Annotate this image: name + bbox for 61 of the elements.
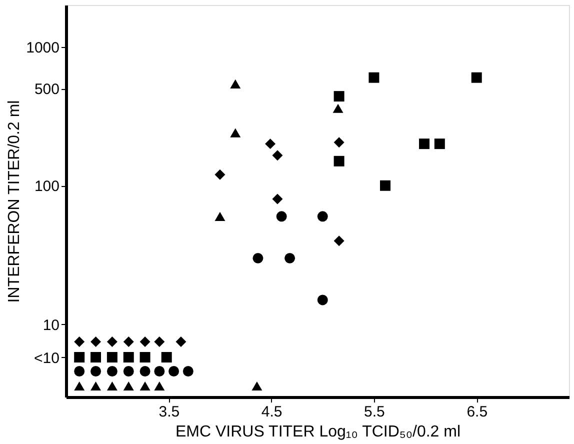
point: [272, 150, 283, 161]
y-axis-title: INTERFERON TITER/0.2 ml: [6, 100, 24, 303]
x-tick-label: 4.5: [261, 404, 282, 420]
point: [90, 381, 102, 391]
point: [140, 381, 150, 391]
point: [334, 236, 344, 246]
point: [161, 352, 172, 362]
point: [123, 366, 134, 376]
point: [334, 137, 344, 148]
point: [434, 138, 445, 150]
point: [214, 212, 226, 221]
point: [90, 336, 102, 348]
point: [74, 366, 85, 376]
y-tick-label: 1000: [26, 39, 60, 56]
x-axis-title: EMC VIRUS TITER Log₁₀ TCID₅₀/0.2 ml: [175, 424, 461, 440]
point: [182, 366, 194, 376]
point: [252, 252, 264, 264]
point: [140, 336, 150, 348]
point: [471, 72, 482, 83]
x-tick-label: 5.5: [364, 404, 385, 420]
y-tick-label: <10: [34, 350, 60, 367]
point: [368, 72, 380, 83]
y-tick-label: 500: [34, 81, 60, 98]
point: [332, 104, 344, 113]
point: [284, 252, 296, 264]
point: [123, 352, 134, 362]
point: [90, 366, 102, 376]
point: [74, 352, 85, 362]
point: [106, 366, 118, 376]
point: [317, 211, 328, 222]
point: [90, 352, 102, 362]
point: [230, 128, 241, 138]
point: [106, 352, 118, 362]
point: [214, 169, 226, 180]
x-tick-label: 6.5: [466, 404, 488, 420]
point: [154, 366, 165, 376]
point: [154, 381, 165, 391]
point: [265, 138, 276, 150]
point: [123, 381, 134, 391]
point: [74, 381, 85, 391]
point: [176, 336, 186, 348]
point: [252, 381, 262, 391]
y-tick-label: 10: [42, 316, 60, 334]
point: [419, 138, 430, 150]
point: [123, 336, 134, 348]
point: [334, 156, 344, 166]
point: [140, 366, 150, 376]
point: [230, 79, 241, 88]
point: [272, 194, 283, 204]
point: [74, 336, 85, 348]
point: [317, 294, 328, 306]
point: [276, 211, 287, 222]
point: [334, 91, 344, 102]
point: [168, 366, 180, 376]
x-tick-label: 3.5: [158, 404, 180, 420]
point: [154, 336, 165, 348]
y-tick-label: 100: [34, 178, 60, 196]
point: [380, 180, 390, 191]
point: [106, 336, 118, 348]
point: [140, 352, 150, 362]
point: [106, 381, 118, 391]
